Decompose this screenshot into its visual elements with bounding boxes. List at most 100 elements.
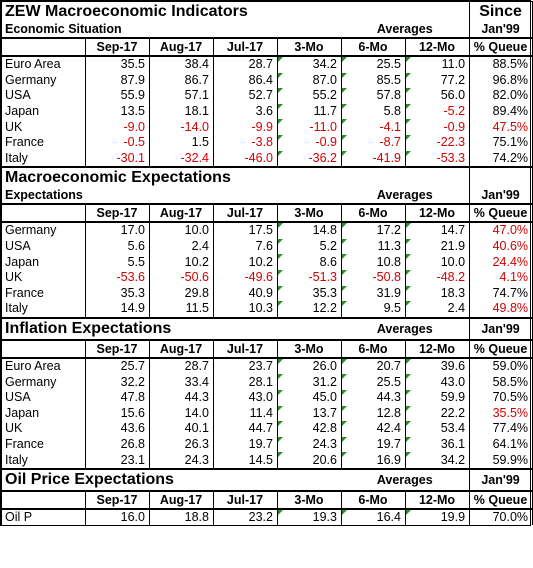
- row-label: Germany: [1, 374, 86, 390]
- averages-label: Averages: [341, 317, 471, 340]
- table-cell: -3.8: [213, 134, 278, 151]
- table-cell: 40.6%: [469, 238, 533, 255]
- table-cell: -30.1: [85, 150, 150, 169]
- table-cell: -14.0: [149, 119, 214, 135]
- since-date: Jan'99: [469, 468, 533, 491]
- section-subtitle: Economic Situation: [1, 22, 278, 38]
- table-cell: 5.6: [85, 238, 150, 255]
- table-cell: 25.5: [341, 56, 406, 73]
- table-cell: 28.1: [213, 374, 278, 390]
- column-header: 6-Mo: [341, 338, 406, 359]
- column-header: 3-Mo: [277, 37, 342, 57]
- column-header-blank: [1, 489, 86, 510]
- column-header-row: Sep-17 Aug-17 Jul-17 3-Mo 6-Mo 12-Mo% Queue: [1, 489, 533, 510]
- table-cell: 57.8: [341, 88, 406, 104]
- table-cell: 17.5: [213, 222, 278, 239]
- table-row: Italy 23.1 24.3 14.5 20.6 16.9 34.2 59.9%: [1, 452, 533, 470]
- table-cell: 55.2: [277, 88, 342, 104]
- table-cell: 18.1: [149, 103, 214, 120]
- table-cell: 8.6: [277, 254, 342, 270]
- table-cell: 19.3: [277, 508, 342, 526]
- table-cell: 34.2: [277, 56, 342, 73]
- table-cell: 19.7: [341, 436, 406, 453]
- table-cell: 23.1: [85, 452, 150, 470]
- indicators-table: ZEW Macroeconomic Indicators Since Economi…: [0, 1, 533, 526]
- table-cell: 57.1: [149, 88, 214, 104]
- table-row: UK 43.6 40.1 44.7 42.8 42.4 53.4 77.4%: [1, 421, 533, 437]
- table-cell: 74.2%: [469, 150, 533, 169]
- table-cell: 35.5: [85, 56, 150, 73]
- column-header: 12-Mo: [404, 489, 471, 510]
- table-cell: 10.2: [213, 254, 278, 270]
- row-label: France: [1, 436, 86, 453]
- table-cell: 85.5: [341, 72, 406, 89]
- table-row: Italy 14.9 11.5 10.3 12.2 9.5 2.4 49.8%: [1, 301, 533, 319]
- section-sub-gap: [278, 188, 342, 204]
- table-row: Italy -30.1 -32.4 -46.0 -36.2 -41.9 -53.3 74.2%: [1, 150, 533, 169]
- table-cell: 26.8: [85, 436, 150, 453]
- zew-indicators-sheet: ZEW Macroeconomic Indicators Since Economi…: [0, 0, 533, 527]
- table-cell: 74.7%: [469, 285, 533, 302]
- column-header: Sep-17: [85, 338, 150, 359]
- row-label: UK: [1, 119, 86, 135]
- table-row: USA 47.8 44.3 43.0 45.0 44.3 59.9 70.5%: [1, 389, 533, 406]
- table-cell: 18.3: [404, 285, 471, 302]
- table-cell: 59.9%: [469, 452, 533, 470]
- table-cell: -9.9: [213, 119, 278, 135]
- column-header-blank: [1, 203, 86, 224]
- table-cell: -53.6: [85, 269, 150, 286]
- table-cell: 34.2: [404, 452, 471, 470]
- row-label: UK: [1, 269, 86, 286]
- table-cell: 47.8: [85, 389, 150, 406]
- table-cell: 20.6: [277, 452, 342, 470]
- table-cell: 14.7: [404, 222, 471, 239]
- section-title: ZEW Macroeconomic Indicators: [0, 1, 471, 22]
- table-cell: 2.4: [404, 301, 471, 319]
- table-cell: -32.4: [149, 150, 214, 169]
- section-sub-gap: [278, 22, 342, 38]
- table-cell: 43.0: [404, 374, 471, 390]
- table-cell: 13.7: [277, 405, 342, 422]
- table-cell: 40.1: [149, 421, 214, 437]
- since-date: Jan'99: [469, 188, 533, 205]
- table-cell: 26.0: [277, 357, 342, 375]
- table-cell: 22.2: [404, 405, 471, 422]
- row-label: Oil P: [1, 508, 86, 526]
- table-cell: 43.6: [85, 421, 150, 437]
- table-row: Germany 32.2 33.4 28.1 31.2 25.5 43.0 58.5%: [1, 374, 533, 390]
- table-cell: 44.3: [149, 389, 214, 406]
- table-cell: 64.1%: [469, 436, 533, 453]
- table-cell: 52.7: [213, 88, 278, 104]
- table-row: USA 5.6 2.4 7.6 5.2 11.3 21.9 40.6%: [1, 238, 533, 255]
- table-cell: 96.8%: [469, 72, 533, 89]
- table-cell: -4.1: [341, 119, 406, 135]
- table-cell: 43.0: [213, 389, 278, 406]
- table-cell: 25.5: [341, 374, 406, 390]
- table-cell: -48.2: [404, 269, 471, 286]
- section-sub-row: Economic Situation Averages Jan'99: [1, 22, 533, 38]
- table-cell: 23.7: [213, 357, 278, 375]
- table-cell: 42.8: [277, 421, 342, 437]
- table-cell: 77.2: [404, 72, 471, 89]
- table-cell: 36.1: [404, 436, 471, 453]
- table-cell: 53.4: [404, 421, 471, 437]
- section-title-gap: [277, 468, 342, 491]
- table-cell: 16.4: [341, 508, 406, 526]
- table-cell: -22.3: [404, 134, 471, 151]
- column-header: 6-Mo: [341, 37, 406, 57]
- table-cell: 12.2: [277, 301, 342, 319]
- table-cell: 17.2: [341, 222, 406, 239]
- table-cell: 40.9: [213, 285, 278, 302]
- table-cell: 44.7: [213, 421, 278, 437]
- column-header: Aug-17: [149, 338, 214, 359]
- row-label: Euro Area: [1, 357, 86, 375]
- table-cell: 21.9: [404, 238, 471, 255]
- row-label: USA: [1, 389, 86, 406]
- row-label: Japan: [1, 254, 86, 270]
- table-cell: -53.3: [404, 150, 471, 169]
- table-cell: 9.5: [341, 301, 406, 319]
- column-header: Aug-17: [149, 37, 214, 57]
- section-title-right: Since: [469, 1, 533, 22]
- table-cell: 58.5%: [469, 374, 533, 390]
- table-cell: 13.5: [85, 103, 150, 120]
